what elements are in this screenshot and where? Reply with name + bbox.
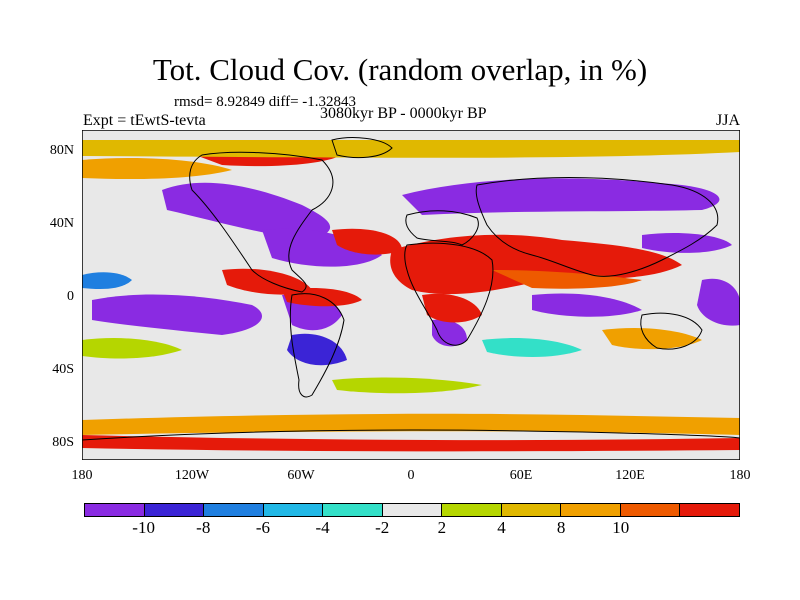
colorbar-label: 4 [497, 518, 506, 537]
lon-tick-label: 120W [174, 468, 210, 483]
colorbar-swatch [680, 504, 740, 516]
lat-tick-label: 0 [67, 289, 74, 304]
plot-title: Tot. Cloud Cov. (random overlap, in %) [152, 52, 648, 87]
lon-tick-label: 120E [615, 468, 645, 483]
lon-tick-label: 60W [287, 468, 315, 483]
colorbar-swatch [382, 504, 443, 516]
colorbar-swatch [561, 504, 621, 516]
colorbar-label: -2 [375, 518, 390, 537]
colorbar-label: -6 [255, 518, 270, 537]
coastlines [82, 137, 740, 441]
lon-tick-label: 0 [407, 468, 415, 483]
colorbar-swatch [144, 504, 205, 516]
stats-text: rmsd= 8.92849 diff= -1.32843 [174, 94, 357, 110]
colorbar-swatch [620, 504, 681, 516]
season-label: JJA [716, 112, 741, 129]
colorbar-swatch [263, 504, 324, 516]
period-label: 3080kyr BP - 0000kyr BP [320, 105, 487, 122]
lon-tick-label: 60E [509, 468, 533, 483]
colorbar-swatch [85, 504, 145, 516]
colorbar-label: 8 [556, 518, 566, 537]
colorbar-label: 10 [612, 518, 630, 537]
lat-tick-label: 80N [49, 143, 74, 158]
colorbar-label: -4 [315, 518, 330, 537]
colorbar-swatch [501, 504, 562, 516]
lon-tick-label: 180 [729, 468, 751, 483]
colorbar-label: -8 [196, 518, 211, 537]
lat-tick-label: 40N [49, 216, 74, 231]
lat-tick-label: 40S [52, 362, 74, 377]
anomaly-fields [82, 140, 740, 452]
map-background [82, 130, 740, 460]
lon-tick-label: 180 [71, 468, 93, 483]
colorbar-swatch [442, 504, 502, 516]
experiment-label: Expt = tEwtS-tevta [83, 112, 206, 129]
colorbar-swatch [323, 504, 383, 516]
colorbar-label: 2 [437, 518, 447, 537]
colorbar-label: -10 [132, 518, 155, 537]
colorbar-swatch [204, 504, 264, 516]
lat-tick-label: 80S [52, 435, 74, 450]
map-panel [82, 130, 740, 460]
colorbar [84, 503, 740, 517]
